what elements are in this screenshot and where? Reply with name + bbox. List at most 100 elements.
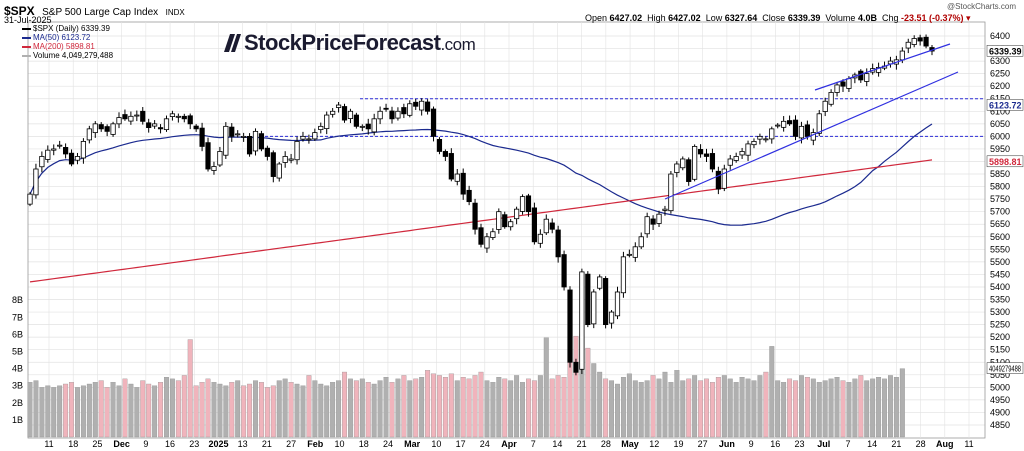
volume-bar [496,376,502,438]
volume-bar [306,375,312,438]
candle-body [389,110,395,120]
candle-body [258,133,265,150]
candle-body [205,142,211,170]
volume-bar [128,383,134,438]
low-label: Low [705,13,723,23]
volume-bar [51,387,57,438]
volume-bar [69,382,74,438]
volume-bar [674,370,680,438]
volume-bar [793,380,798,438]
candle-body [294,141,300,161]
volume-bar [757,375,763,438]
volume-bar [573,335,579,438]
candle-body [786,120,793,125]
y-tick-label: 5200 [990,332,1010,342]
candle-body [846,78,852,89]
x-tick-label: 14 [552,439,562,449]
volume-bar [526,378,531,438]
candle-body [98,124,104,130]
volume-bar [116,385,122,438]
candle-body [923,36,929,47]
volume-bar [312,380,318,438]
ma50-line [29,123,933,226]
x-tick-label: 2025 [208,439,228,449]
volume-bar [870,378,876,438]
volume-bar [531,380,537,438]
candle-body [751,141,757,146]
candle-body [608,311,615,324]
volume-bar [288,382,294,438]
volume-bar [597,371,603,438]
volume-bar [626,373,632,438]
x-tick-label: Dec [113,439,130,449]
volume-bar [181,375,187,438]
volume-bar [419,376,425,438]
candle-body [199,127,205,147]
x-tick-label: 13 [238,439,248,449]
candle-body [502,214,508,228]
candle-body [264,147,270,157]
x-tick-label: 21 [262,439,272,449]
x-tick-label: 7 [531,439,536,449]
y-tick-label: 5850 [990,169,1010,179]
stockpriceforecast-logo: StockPriceForecast.com [218,30,476,56]
volume-bar [680,380,686,438]
volume-bar [715,376,721,438]
volume-bar [371,383,377,438]
candle-body [45,149,51,160]
y-tick-label: 6150 [990,94,1010,104]
candle-body [152,123,158,127]
x-tick-label: 9 [749,439,754,449]
volume-bar [264,387,270,438]
volume-bars [27,334,905,438]
volume-bar [692,375,698,438]
volume-bar [98,380,104,438]
volume-bar [235,380,241,438]
y-tick-label: 6300 [990,56,1010,66]
volume-bar [45,385,51,438]
volume-bar [253,380,258,438]
volume-bar [775,380,781,438]
volume-bar [508,380,514,438]
volume-bar [104,387,110,438]
uptrend-line-lower [664,71,959,200]
close-label: Close [762,13,786,23]
x-tick-label: 19 [673,439,683,449]
x-tick-label: 25 [92,439,102,449]
y-tick-label: 5350 [990,295,1010,305]
candle-body [57,144,63,147]
volume-tick-label: 2B [12,398,23,408]
last-price-tag: 6339.39 [989,46,1022,56]
candle-body [638,236,644,248]
candle-body [395,110,401,119]
candle-body [169,113,176,117]
y-tick-label: 4950 [990,395,1010,405]
volume-value: 4.0B [857,13,877,23]
volume-bar [668,382,674,438]
y-tick-label: 5550 [990,244,1010,254]
y-tick-label: 6050 [990,119,1010,129]
candle-body [727,158,733,166]
candle-body [104,126,110,132]
candle-body [644,216,650,235]
candle-body [591,291,597,325]
candle-body [80,141,87,159]
y-tick-label: 5800 [990,182,1010,192]
volume-bar [336,380,342,438]
volume-bar [650,375,656,438]
volume-bar [342,371,347,438]
volume-bar [876,376,882,438]
volume-bar [615,383,620,438]
candle-body [692,146,698,180]
candle-body [525,195,532,213]
volume-bar [229,382,235,438]
candle-body [282,156,288,163]
candle-body [377,110,383,120]
volume-bar [365,382,371,438]
volume-label: Volume [825,13,856,23]
y-tick-label: 5950 [990,144,1010,154]
volume-bar [620,376,626,438]
volume-bar [484,380,490,438]
candle-body [543,218,549,234]
